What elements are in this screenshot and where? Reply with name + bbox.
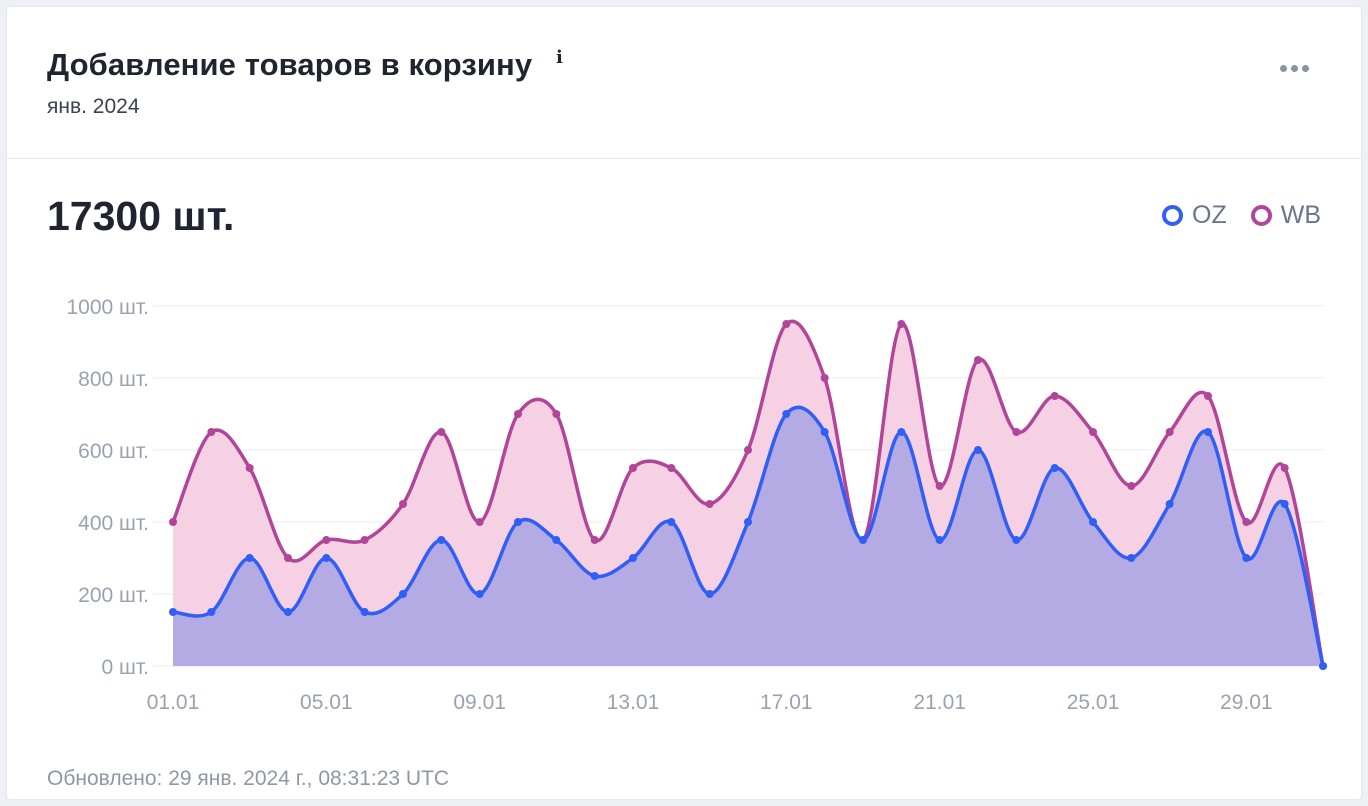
data-point-oz [284,608,292,616]
data-point-wb [629,464,637,472]
data-point-oz [1165,500,1174,508]
data-point-oz [782,410,791,418]
more-dot-icon [1291,65,1298,72]
x-tick-label: 09.01 [453,691,506,714]
data-point-wb [820,374,829,382]
y-tick-label: 200 шт. [78,584,149,607]
legend-item-oz[interactable]: OZ [1162,201,1227,230]
data-point-oz [1204,428,1212,436]
data-point-oz [514,518,522,526]
data-point-wb [1050,392,1059,400]
data-point-wb [705,500,714,508]
legend-marker-icon [1250,205,1272,226]
more-dot-icon [1280,65,1287,72]
data-point-wb [360,536,369,544]
x-tick-label: 25.01 [1067,691,1120,714]
data-point-wb [1204,392,1212,400]
more-options-button[interactable] [1276,59,1313,78]
chart-card: Добавление товаров в корзину i янв. 2024… [6,6,1362,800]
y-tick-label: 0 шт. [102,656,150,679]
data-point-wb [245,464,254,472]
more-dot-icon [1302,65,1309,72]
total-value: 17300 шт. [47,193,235,239]
y-tick-label: 400 шт. [78,512,149,535]
data-point-oz [1089,518,1097,526]
data-point-wb [935,482,944,490]
data-point-oz [1319,662,1327,670]
data-point-wb [1165,428,1174,436]
data-point-oz [859,536,867,544]
chart-title: Добавление товаров в корзину [47,47,533,82]
data-point-oz [820,428,829,436]
data-point-wb [1012,428,1021,436]
legend: OZ WB [1162,201,1321,230]
y-tick-label: 600 шт. [78,440,149,463]
x-tick-label: 13.01 [607,691,660,714]
info-icon[interactable]: i [556,47,563,68]
y-tick-label: 800 шт. [78,368,149,391]
data-point-wb [552,410,561,418]
data-point-oz [169,608,177,616]
data-point-wb [782,320,791,328]
data-point-wb [897,320,906,328]
data-point-oz [360,608,369,616]
series-area-oz [173,407,1323,666]
data-point-oz [552,536,561,544]
data-point-wb [1280,464,1289,472]
legend-label-wb: WB [1280,201,1321,229]
data-point-oz [207,608,216,616]
data-point-wb [169,518,177,526]
data-point-oz [245,554,254,562]
data-point-oz [705,590,714,598]
data-point-oz [974,446,982,454]
x-tick-label: 21.01 [913,691,966,714]
updated-timestamp: Обновлено: 29 янв. 2024 г., 08:31:23 UTC [47,767,450,790]
period-label: янв. 2024 [47,95,140,118]
data-point-oz [1050,464,1059,472]
data-point-oz [399,590,407,598]
data-point-wb [744,446,752,454]
card-header: Добавление товаров в корзину i янв. 2024 [7,7,1361,159]
data-point-wb [1242,518,1251,526]
data-point-wb [667,464,676,472]
data-point-oz [1127,554,1136,562]
y-tick-label: 1000 шт. [66,296,149,319]
data-point-oz [322,554,331,562]
data-point-oz [1012,536,1021,544]
x-tick-label: 29.01 [1220,691,1273,714]
data-point-oz [667,518,676,526]
data-point-oz [590,572,599,580]
data-point-wb [399,500,407,508]
area-chart: 0 шт. 200 шт. 400 шт. 600 шт. 800 шт. 1000 шт… [66,296,1327,714]
legend-label-oz: OZ [1192,201,1227,229]
data-point-oz [897,428,906,436]
data-point-wb [1127,482,1136,490]
data-point-wb [437,428,446,436]
data-point-wb [590,536,599,544]
legend-marker-icon [1162,205,1183,226]
data-point-oz [475,590,484,598]
data-point-oz [1242,554,1251,562]
data-point-wb [514,410,522,418]
x-tick-label: 05.01 [300,691,353,714]
x-tick-label: 01.01 [147,691,200,714]
data-point-wb [974,356,982,364]
data-point-wb [284,554,292,562]
data-point-oz [935,536,944,544]
data-point-wb [475,518,484,526]
data-point-oz [744,518,752,526]
data-point-wb [1089,428,1097,436]
data-point-wb [207,428,216,436]
x-tick-label: 17.01 [760,691,813,714]
data-point-oz [437,536,446,544]
data-point-oz [1280,500,1289,508]
data-point-wb [322,536,331,544]
legend-item-wb[interactable]: WB [1250,201,1321,230]
data-point-oz [629,554,637,562]
